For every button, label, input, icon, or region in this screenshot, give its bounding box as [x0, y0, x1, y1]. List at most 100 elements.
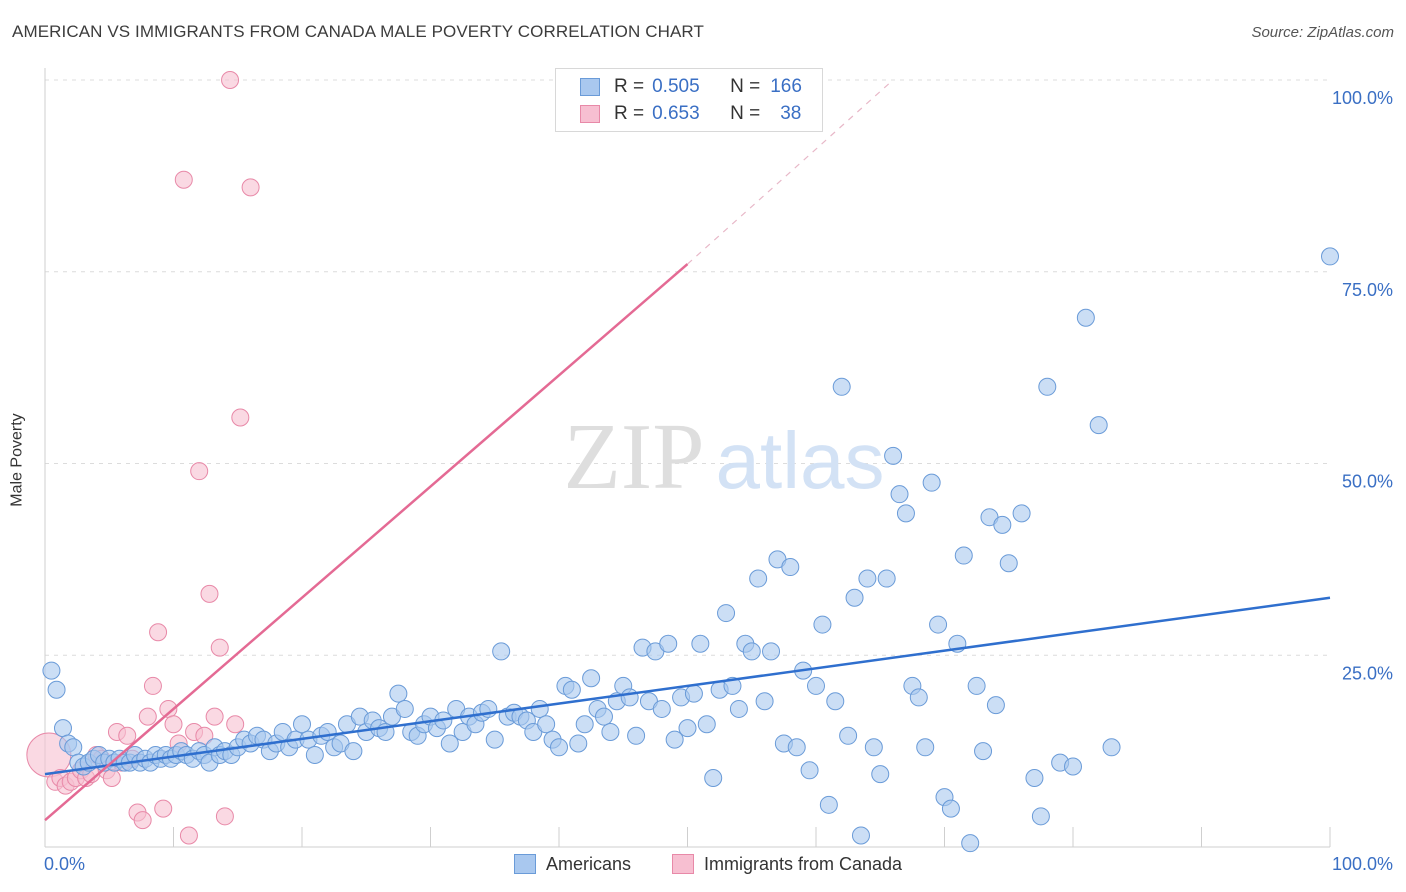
point-americans — [485, 730, 504, 749]
x-tick-label-max: 100.0% — [1332, 854, 1393, 874]
point-americans — [678, 719, 697, 738]
legend-row-americans: R = 0.505 N = 166 — [580, 75, 802, 99]
point-americans — [530, 699, 549, 718]
point-americans — [1089, 416, 1108, 435]
point-americans — [967, 676, 986, 695]
point-americans — [800, 761, 819, 780]
point-americans — [550, 738, 568, 757]
point-americans — [684, 684, 703, 703]
point-americans — [1102, 738, 1121, 757]
point-immigrants — [133, 811, 152, 830]
legend-item-immigrants: Immigrants from Canada — [672, 851, 902, 877]
point-immigrants — [226, 715, 245, 734]
point-americans — [974, 742, 993, 761]
point-immigrants — [174, 170, 193, 189]
point-americans — [42, 661, 61, 680]
point-americans — [813, 615, 832, 634]
point-americans — [729, 699, 748, 718]
trend-line-immigrants-extension — [687, 79, 894, 265]
point-americans — [993, 515, 1012, 534]
point-americans — [845, 588, 864, 607]
point-americans — [961, 834, 980, 853]
point-americans — [1031, 807, 1050, 826]
point-immigrants — [231, 408, 250, 427]
point-americans — [601, 722, 620, 741]
point-americans — [762, 642, 781, 661]
legend-n-value: 38 — [780, 103, 802, 124]
point-immigrants — [143, 676, 162, 695]
legend-swatch-pink — [580, 105, 600, 123]
point-americans — [665, 730, 684, 749]
point-americans — [864, 738, 883, 757]
point-americans — [652, 699, 671, 718]
point-americans — [999, 554, 1018, 573]
trend-line-immigrants — [44, 263, 689, 822]
legend-r-label: R = — [614, 76, 645, 97]
point-americans — [839, 726, 858, 745]
point-americans — [53, 719, 72, 738]
chart-title: AMERICAN VS IMMIGRANTS FROM CANADA MALE … — [12, 22, 704, 41]
point-americans — [954, 546, 973, 565]
stats-legend: R = 0.505 N = 166 R = 0.653 N = 38 — [555, 68, 823, 132]
point-americans — [807, 676, 825, 695]
point-americans — [1076, 308, 1095, 327]
point-americans — [832, 377, 851, 396]
legend-n-label: N = — [730, 76, 761, 97]
point-americans — [492, 642, 511, 661]
point-americans — [877, 569, 896, 588]
point-americans — [922, 473, 941, 492]
point-immigrants — [118, 726, 137, 745]
point-americans — [293, 715, 311, 734]
point-immigrants — [215, 807, 234, 826]
point-americans — [851, 826, 870, 845]
point-americans — [1321, 247, 1339, 266]
point-americans — [723, 676, 742, 695]
legend-n-value: 166 — [770, 76, 802, 97]
point-americans — [896, 504, 915, 523]
point-americans — [704, 768, 723, 787]
y-tick-label: 50.0% — [1342, 472, 1393, 492]
point-americans — [929, 615, 948, 634]
point-immigrants — [179, 826, 198, 845]
point-americans — [594, 707, 613, 726]
point-immigrants — [210, 638, 229, 657]
watermark: ZIP atlas — [564, 405, 885, 509]
y-tick-label: 25.0% — [1342, 663, 1393, 683]
point-americans — [787, 738, 806, 757]
legend-row-immigrants: R = 0.653 N = 38 — [580, 102, 801, 126]
legend-label-immigrants: Immigrants from Canada — [704, 853, 903, 874]
point-americans — [871, 765, 890, 784]
trend-line-americans — [44, 596, 1331, 776]
tick-labels: 25.0% 50.0% 75.0% 100.0% 0.0% 100.0% — [44, 88, 1393, 874]
legend-r-label: R = — [614, 103, 645, 124]
point-immigrants — [154, 799, 173, 818]
point-americans — [691, 634, 710, 653]
point-americans — [1038, 377, 1057, 396]
point-immigrants — [205, 707, 224, 726]
point-americans — [1012, 504, 1031, 523]
point-americans — [781, 558, 800, 577]
x-tick-label-min: 0.0% — [44, 854, 85, 874]
point-americans — [305, 745, 324, 764]
point-immigrants — [200, 584, 219, 603]
point-americans — [395, 699, 414, 718]
point-americans — [582, 669, 601, 688]
point-americans — [941, 799, 960, 818]
point-americans — [742, 642, 761, 661]
point-americans — [916, 738, 935, 757]
legend-swatch-immigrants — [672, 854, 694, 874]
point-americans — [755, 692, 774, 711]
point-americans — [1064, 757, 1082, 776]
point-americans — [659, 634, 678, 653]
source-note: Source: ZipAtlas.com — [1251, 24, 1394, 41]
point-americans — [389, 684, 408, 703]
point-americans — [64, 738, 83, 757]
point-immigrants — [164, 715, 183, 734]
point-americans — [890, 485, 909, 504]
legend-n-label: N = — [730, 103, 761, 124]
legend-r-value: 0.505 — [652, 76, 700, 97]
point-americans — [627, 726, 646, 745]
y-tick-label: 100.0% — [1332, 88, 1393, 108]
point-americans — [440, 734, 459, 753]
point-americans — [537, 715, 556, 734]
